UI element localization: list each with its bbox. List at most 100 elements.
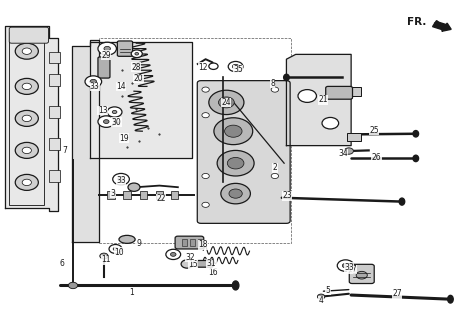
- Circle shape: [15, 78, 38, 94]
- Polygon shape: [72, 40, 99, 242]
- Polygon shape: [286, 54, 351, 146]
- Bar: [140, 191, 147, 199]
- Text: 22: 22: [156, 194, 165, 203]
- Circle shape: [219, 97, 234, 108]
- Ellipse shape: [232, 281, 239, 290]
- Text: 35: 35: [233, 65, 243, 74]
- Circle shape: [68, 282, 78, 289]
- Text: 21: 21: [319, 95, 328, 104]
- Text: 11: 11: [102, 255, 111, 264]
- Text: 15: 15: [188, 260, 198, 269]
- Circle shape: [225, 125, 242, 137]
- FancyBboxPatch shape: [326, 86, 353, 99]
- Text: 19: 19: [119, 134, 128, 143]
- Circle shape: [271, 173, 279, 179]
- Ellipse shape: [413, 155, 419, 162]
- Circle shape: [113, 173, 129, 185]
- Circle shape: [166, 249, 181, 260]
- Circle shape: [135, 52, 139, 55]
- Ellipse shape: [448, 295, 453, 303]
- FancyBboxPatch shape: [197, 81, 290, 223]
- Circle shape: [202, 173, 209, 179]
- Circle shape: [15, 142, 38, 158]
- Circle shape: [103, 120, 109, 124]
- Text: 5: 5: [326, 286, 330, 295]
- Text: 27: 27: [393, 289, 402, 298]
- Circle shape: [214, 118, 253, 145]
- Circle shape: [342, 263, 349, 268]
- Bar: [182, 239, 187, 246]
- Bar: [347, 87, 361, 96]
- Text: 33: 33: [344, 263, 354, 272]
- Circle shape: [118, 177, 124, 181]
- Text: 17: 17: [347, 265, 357, 274]
- FancyBboxPatch shape: [98, 57, 110, 78]
- Polygon shape: [90, 42, 192, 158]
- Text: 33: 33: [90, 82, 100, 91]
- Text: 12: 12: [199, 63, 208, 72]
- FancyBboxPatch shape: [175, 236, 204, 249]
- Text: 20: 20: [134, 74, 143, 83]
- Circle shape: [181, 260, 193, 268]
- Circle shape: [271, 87, 279, 92]
- Bar: [49, 52, 60, 63]
- Circle shape: [232, 64, 239, 69]
- Bar: [347, 133, 361, 141]
- Text: 1: 1: [129, 288, 134, 297]
- Circle shape: [104, 46, 110, 51]
- Circle shape: [131, 50, 142, 58]
- Circle shape: [217, 150, 254, 176]
- Text: 31: 31: [207, 260, 216, 268]
- Circle shape: [15, 43, 38, 59]
- Circle shape: [202, 202, 209, 207]
- Ellipse shape: [413, 131, 419, 137]
- FancyBboxPatch shape: [197, 260, 213, 267]
- Circle shape: [317, 294, 325, 299]
- Circle shape: [98, 42, 116, 55]
- Bar: [9, 32, 44, 205]
- Text: 16: 16: [208, 268, 217, 277]
- Circle shape: [209, 90, 244, 115]
- Circle shape: [337, 260, 354, 271]
- Bar: [49, 106, 60, 118]
- Ellipse shape: [284, 74, 289, 81]
- Text: 4: 4: [319, 296, 323, 305]
- Circle shape: [298, 90, 316, 102]
- Circle shape: [90, 79, 97, 84]
- Text: 8: 8: [270, 79, 275, 88]
- Circle shape: [22, 179, 31, 186]
- Circle shape: [107, 107, 122, 117]
- Bar: [49, 138, 60, 150]
- Text: 18: 18: [199, 240, 208, 249]
- Bar: [198, 239, 202, 246]
- Circle shape: [322, 117, 339, 129]
- Text: 24: 24: [222, 98, 231, 107]
- Text: 23: 23: [283, 191, 292, 200]
- Circle shape: [209, 63, 218, 69]
- Circle shape: [113, 247, 118, 251]
- Bar: [123, 191, 131, 199]
- Text: 32: 32: [186, 253, 195, 262]
- Text: 29: 29: [102, 51, 111, 60]
- Ellipse shape: [399, 198, 405, 205]
- Text: FR.: FR.: [407, 17, 427, 28]
- Circle shape: [22, 48, 31, 54]
- Bar: [49, 74, 60, 86]
- Circle shape: [228, 61, 243, 72]
- FancyBboxPatch shape: [9, 27, 49, 43]
- Circle shape: [22, 83, 31, 90]
- Circle shape: [229, 189, 242, 198]
- Bar: [156, 191, 163, 199]
- Text: 25: 25: [370, 126, 379, 135]
- Text: 9: 9: [136, 239, 141, 248]
- FancyBboxPatch shape: [349, 264, 374, 284]
- Circle shape: [221, 183, 250, 204]
- Bar: [171, 191, 178, 199]
- Circle shape: [22, 115, 31, 122]
- Bar: [107, 191, 115, 199]
- Text: 30: 30: [111, 118, 122, 127]
- Circle shape: [356, 271, 367, 279]
- Text: 10: 10: [115, 248, 124, 257]
- Circle shape: [227, 157, 244, 169]
- Text: 14: 14: [116, 82, 126, 91]
